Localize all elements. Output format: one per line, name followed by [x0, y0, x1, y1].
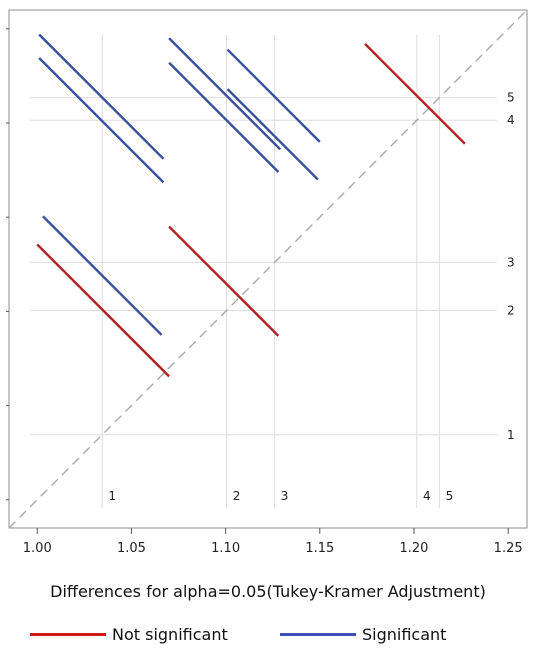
- legend-label-not-significant: Not significant: [112, 624, 228, 644]
- level-label-right-2: 2: [507, 303, 515, 317]
- legend-label-significant: Significant: [362, 624, 447, 644]
- legend-item-not-significant: Not significant: [30, 622, 228, 646]
- legend: Not significant Significant: [0, 622, 536, 646]
- level-label-bottom-4: 4: [423, 489, 431, 503]
- segment-3-5: [226, 48, 321, 143]
- y-axis-ticks: [6, 28, 9, 501]
- x-tick-label-1.20: 1.20: [400, 541, 429, 556]
- diffogram-chart: 1.00 1.05 1.10 1.15 1.20 1.25 1 1 2 2 3 3 4 4 5 5: [6, 9, 528, 556]
- level-label-bottom-3: 3: [281, 489, 289, 503]
- legend-swatch-not-significant: [30, 632, 106, 636]
- legend-swatch-significant: [280, 632, 356, 636]
- x-axis: 1.00 1.05 1.10 1.15 1.20 1.25: [23, 528, 523, 556]
- plot-frame: [8, 9, 528, 529]
- chart-caption: Differences for alpha=0.05(Tukey-Kramer …: [50, 582, 486, 601]
- x-tick-label-1.15: 1.15: [305, 541, 334, 556]
- horizontal-level-gridlines: [30, 97, 497, 436]
- level-label-right-5: 5: [507, 91, 515, 105]
- level-label-right-3: 3: [507, 255, 515, 269]
- segment-2-4: [168, 61, 280, 173]
- level-label-bottom-5: 5: [446, 489, 454, 503]
- legend-item-significant: Significant: [280, 622, 446, 646]
- segment-1-2: [36, 243, 170, 378]
- segment-2-5: [168, 37, 282, 151]
- level-label-bottom-2: 2: [233, 489, 241, 503]
- diagonal-reference-line: [8, 9, 528, 529]
- segment-4-5: [364, 43, 466, 145]
- segment-1-5: [38, 33, 165, 160]
- level-label-right-4: 4: [507, 113, 515, 127]
- level-labels: 1 1 2 2 3 3 4 4 5 5: [108, 91, 514, 503]
- segment-3-4: [226, 88, 319, 181]
- level-label-bottom-1: 1: [108, 489, 116, 503]
- level-label-right-1: 1: [507, 428, 515, 442]
- segment-1-3: [42, 215, 163, 336]
- x-tick-label-1.05: 1.05: [117, 541, 146, 556]
- x-tick-label-1.10: 1.10: [211, 541, 240, 556]
- x-tick-label-1.00: 1.00: [23, 541, 52, 556]
- x-tick-label-1.25: 1.25: [494, 541, 523, 556]
- vertical-level-gridlines: [101, 35, 440, 508]
- segment-1-4: [38, 57, 165, 184]
- difference-segments: [36, 33, 466, 378]
- segment-2-3: [168, 225, 280, 337]
